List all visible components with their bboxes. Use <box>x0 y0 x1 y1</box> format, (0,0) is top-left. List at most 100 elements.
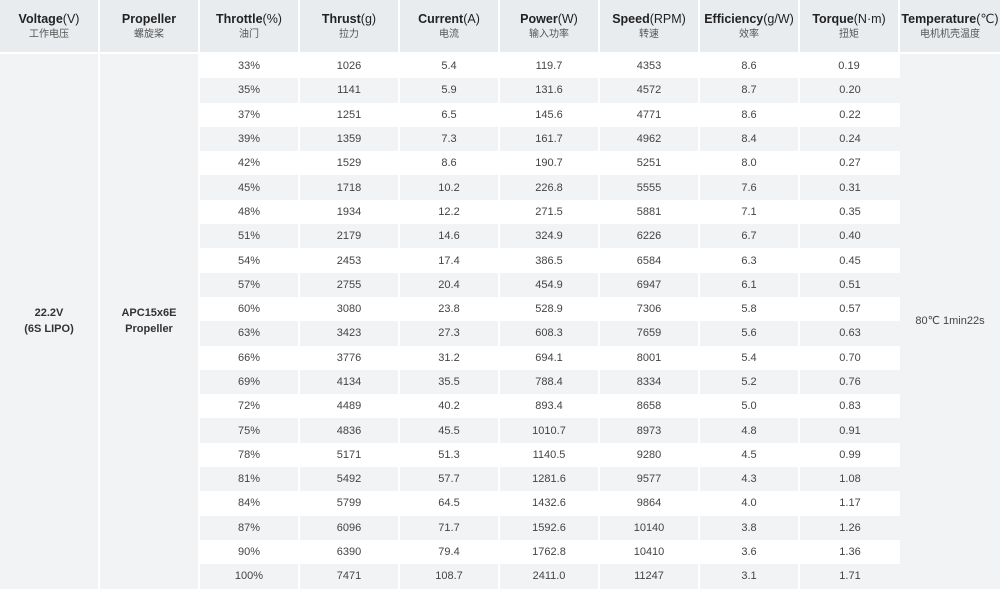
current-cell: 5.9 <box>400 78 500 103</box>
efficiency-cell: 4.3 <box>700 467 800 492</box>
voltage-cell: 22.2V (6S LIPO) <box>0 54 100 589</box>
header-propeller-label: Propeller <box>121 11 177 26</box>
propeller-type: Propeller <box>125 323 173 336</box>
table-row: 45% 1718 10.2 226.8 5555 7.6 0.31 <box>0 175 1000 200</box>
thrust-cell: 2453 <box>300 248 400 273</box>
header-throttle-unit: (%) <box>262 11 282 26</box>
torque-cell: 0.76 <box>800 369 900 395</box>
propeller-cell: APC15x6E Propeller <box>100 54 200 589</box>
speed-cell: 9280 <box>600 442 700 468</box>
header-throttle: Throttle(%) 油门 <box>200 0 300 54</box>
throttle-cell: 48% <box>200 199 300 225</box>
throttle-cell: 100% <box>200 564 300 589</box>
header-thrust-unit: (g) <box>360 11 377 26</box>
throttle-cell: 84% <box>200 491 300 516</box>
header-power-label: Power <box>520 11 558 26</box>
propeller-model: APC15x6E <box>121 307 177 320</box>
thrust-cell: 6096 <box>300 515 400 540</box>
efficiency-cell: 8.7 <box>700 78 800 103</box>
torque-cell: 0.20 <box>800 78 900 103</box>
table-row: 81% 5492 57.7 1281.6 9577 4.3 1.08 <box>0 467 1000 492</box>
header-current: Current(A) 电流 <box>400 0 500 54</box>
current-cell: 8.6 <box>400 151 500 176</box>
header-speed-label: Speed <box>612 11 650 26</box>
efficiency-cell: 8.0 <box>700 151 800 176</box>
current-cell: 20.4 <box>400 272 500 297</box>
thrust-cell: 1141 <box>300 78 400 103</box>
current-cell: 31.2 <box>400 345 500 370</box>
thrust-cell: 1359 <box>300 126 400 152</box>
table-row: 22.2V (6S LIPO) APC15x6E Propeller 33% 10… <box>0 54 1000 589</box>
header-voltage-unit: (V) <box>62 11 80 26</box>
efficiency-cell: 5.0 <box>700 394 800 419</box>
speed-cell: 10410 <box>600 539 700 565</box>
thrust-cell: 1529 <box>300 151 400 176</box>
speed-cell: 5555 <box>600 175 700 200</box>
throttle-cell: 66% <box>200 345 300 370</box>
header-thrust-cn: 拉力 <box>339 28 359 40</box>
table-row: 39% 1359 7.3 161.7 4962 8.4 0.24 <box>0 126 1000 152</box>
header-power-unit: (W) <box>557 11 578 26</box>
torque-cell: 0.40 <box>800 224 900 249</box>
temperature-value: 80℃ 1min22s <box>915 315 985 328</box>
speed-cell: 10140 <box>600 515 700 540</box>
table-row: 63% 3423 27.3 608.3 7659 5.6 0.63 <box>0 321 1000 346</box>
thrust-cell: 3776 <box>300 345 400 370</box>
power-cell: 161.7 <box>500 126 600 152</box>
torque-cell: 1.71 <box>800 564 900 589</box>
power-cell: 2411.0 <box>500 564 600 589</box>
header-temperature: Temperature(℃) 电机机壳温度 <box>900 0 1000 54</box>
thrust-cell: 1251 <box>300 102 400 127</box>
torque-cell: 1.26 <box>800 515 900 540</box>
thrust-cell: 5492 <box>300 467 400 492</box>
current-cell: 27.3 <box>400 321 500 346</box>
header-torque-unit: (N·m) <box>853 11 886 26</box>
efficiency-cell: 5.4 <box>700 345 800 370</box>
table-row: 48% 1934 12.2 271.5 5881 7.1 0.35 <box>0 199 1000 225</box>
power-cell: 1432.6 <box>500 491 600 516</box>
table-row: 78% 5171 51.3 1140.5 9280 4.5 0.99 <box>0 442 1000 468</box>
table-row: 100% 7471 108.7 2411.0 11247 3.1 1.71 <box>0 564 1000 589</box>
speed-cell: 9864 <box>600 491 700 516</box>
throttle-cell: 87% <box>200 515 300 540</box>
speed-cell: 5251 <box>600 151 700 176</box>
power-cell: 1762.8 <box>500 539 600 565</box>
power-cell: 1010.7 <box>500 418 600 443</box>
current-cell: 108.7 <box>400 564 500 589</box>
thrust-cell: 5799 <box>300 491 400 516</box>
header-efficiency-cn: 效率 <box>739 28 759 40</box>
header-throttle-cn: 油门 <box>239 28 259 40</box>
torque-cell: 0.27 <box>800 151 900 176</box>
thrust-cell: 5171 <box>300 442 400 468</box>
speed-cell: 6584 <box>600 248 700 273</box>
efficiency-cell: 6.1 <box>700 272 800 297</box>
current-cell: 45.5 <box>400 418 500 443</box>
table-row: 84% 5799 64.5 1432.6 9864 4.0 1.17 <box>0 491 1000 516</box>
efficiency-cell: 6.3 <box>700 248 800 273</box>
current-cell: 79.4 <box>400 539 500 565</box>
table-body: 22.2V (6S LIPO) APC15x6E Propeller 33% 10… <box>0 54 1000 589</box>
header-thrust-label: Thrust <box>321 11 361 26</box>
table-row: 42% 1529 8.6 190.7 5251 8.0 0.27 <box>0 151 1000 176</box>
speed-cell: 4353 <box>600 54 700 79</box>
header-voltage-cn: 工作电压 <box>29 28 69 40</box>
torque-cell: 0.31 <box>800 175 900 200</box>
throttle-cell: 37% <box>200 102 300 127</box>
header-power: Power(W) 输入功率 <box>500 0 600 54</box>
power-cell: 386.5 <box>500 248 600 273</box>
table-row: 90% 6390 79.4 1762.8 10410 3.6 1.36 <box>0 539 1000 565</box>
efficiency-cell: 3.8 <box>700 515 800 540</box>
current-cell: 12.2 <box>400 199 500 225</box>
torque-cell: 0.19 <box>800 54 900 79</box>
power-cell: 271.5 <box>500 199 600 225</box>
current-cell: 7.3 <box>400 126 500 152</box>
speed-cell: 8658 <box>600 394 700 419</box>
table-row: 60% 3080 23.8 528.9 7306 5.8 0.57 <box>0 296 1000 322</box>
thrust-cell: 6390 <box>300 539 400 565</box>
throttle-cell: 81% <box>200 467 300 492</box>
throttle-cell: 39% <box>200 126 300 152</box>
table-row: 35% 1141 5.9 131.6 4572 8.7 0.20 <box>0 78 1000 103</box>
throttle-cell: 63% <box>200 321 300 346</box>
torque-cell: 0.51 <box>800 272 900 297</box>
speed-cell: 6947 <box>600 272 700 297</box>
